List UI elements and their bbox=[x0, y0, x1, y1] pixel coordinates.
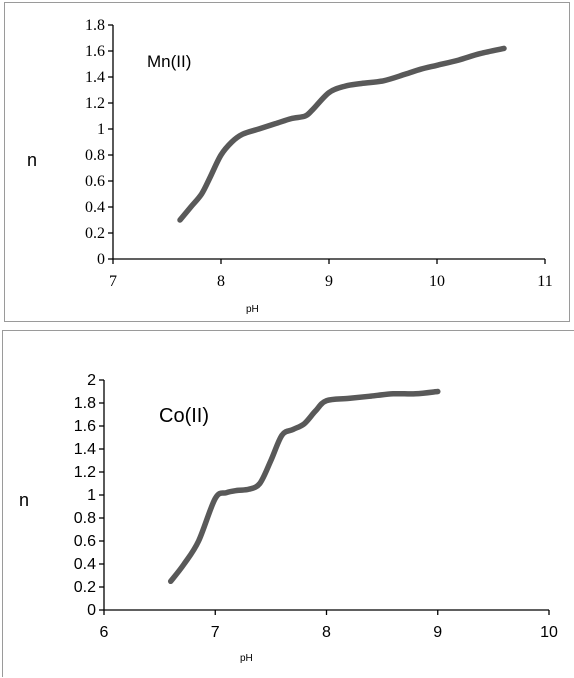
x-tick-label: 11 bbox=[537, 273, 552, 290]
y-tick-label: 0.2 bbox=[74, 579, 96, 596]
y-tick-label: 0.6 bbox=[74, 533, 96, 550]
y-tick-label: 0.6 bbox=[85, 173, 105, 190]
y-tick-label: 1.6 bbox=[74, 418, 96, 435]
y-tick-label: 1.8 bbox=[85, 17, 105, 34]
y-tick-label: 1.6 bbox=[85, 43, 105, 60]
y-tick-label: 0 bbox=[87, 602, 96, 619]
series-annotation: Mn(II) bbox=[147, 52, 191, 71]
y-tick-label: 1.8 bbox=[74, 395, 96, 412]
x-tick-label: 7 bbox=[109, 273, 117, 290]
y-tick-label: 0 bbox=[97, 251, 105, 268]
x-axis-label: pH bbox=[246, 304, 259, 315]
series-line bbox=[177, 45, 507, 223]
x-axis-label: pH bbox=[240, 653, 253, 664]
x-tick-label: 7 bbox=[211, 624, 220, 641]
x-tick-label: 8 bbox=[322, 624, 331, 641]
chart-mn: 0 0.2 0.4 0.6 0.8 1 1.2 1.4 1.6 1.8 7 8 9 10 11 n pH Mn(I… bbox=[27, 17, 553, 315]
y-tick-label: 1.4 bbox=[85, 69, 105, 86]
x-tick-label: 8 bbox=[217, 273, 225, 290]
y-tick-label: 1.4 bbox=[74, 441, 96, 458]
y-tick-label: 0.8 bbox=[85, 147, 105, 164]
x-tick-label: 9 bbox=[433, 624, 442, 641]
x-tick-label: 6 bbox=[100, 624, 109, 641]
y-tick-label: 2 bbox=[87, 372, 96, 389]
y-tick-label: 0.2 bbox=[85, 225, 105, 242]
y-tick-label: 0.4 bbox=[85, 199, 105, 216]
x-tick-label: 9 bbox=[325, 273, 333, 290]
y-tick-label: 1.2 bbox=[85, 95, 105, 112]
chart-panel-mn: 0 0.2 0.4 0.6 0.8 1 1.2 1.4 1.6 1.8 7 8 9 10 11 n pH Mn(I… bbox=[4, 2, 570, 322]
y-tick-label: 1 bbox=[87, 487, 96, 504]
y-tick-label: 0.8 bbox=[74, 510, 96, 527]
series-annotation: Co(II) bbox=[159, 405, 209, 427]
series-line bbox=[167, 388, 441, 585]
y-axis-label: n bbox=[27, 150, 37, 170]
chart-co: 0 0.2 0.4 0.6 0.8 1 1.2 1.4 1.6 1.8 2 6 7 8 9 10 n pH Co(I… bbox=[19, 372, 558, 664]
x-tick-label: 10 bbox=[429, 273, 445, 290]
x-tick-label: 10 bbox=[540, 624, 558, 641]
y-tick-label: 1.2 bbox=[74, 464, 96, 481]
y-tick-label: 0.4 bbox=[74, 556, 96, 573]
y-tick-label: 1 bbox=[97, 121, 105, 138]
y-axis-label: n bbox=[19, 490, 29, 510]
chart-panel-co: 0 0.2 0.4 0.6 0.8 1 1.2 1.4 1.6 1.8 2 6 7 8 9 10 n pH Co(I… bbox=[2, 330, 574, 677]
